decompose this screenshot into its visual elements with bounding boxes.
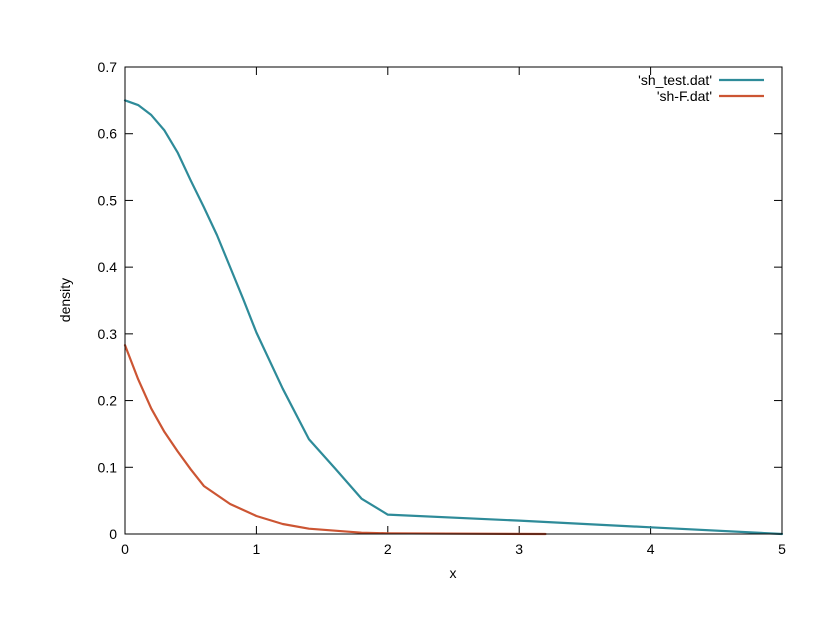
x-tick-label: 3 (515, 541, 523, 557)
x-tick-label: 0 (121, 541, 129, 557)
y-tick-label: 0.2 (98, 393, 118, 409)
x-tick-label: 2 (384, 541, 392, 557)
x-tick-label: 5 (778, 541, 786, 557)
y-tick-label: 0.6 (98, 126, 118, 142)
y-tick-label: 0.4 (98, 259, 118, 275)
y-tick-label: 0.5 (98, 192, 118, 208)
labels-layer: 0 1 2 3 4 5 0 0.1 0.2 0.3 0.4 0.5 0.6 0.7 (98, 59, 787, 557)
x-axis-title: x (450, 565, 457, 581)
legend: 'sh_test.dat''sh-F.dat' (638, 72, 764, 104)
y-tick-label: 0 (109, 526, 117, 542)
legend-label-0: 'sh_test.dat' (638, 72, 712, 88)
y-tick-label: 0.3 (98, 326, 118, 342)
series-layer (123, 99, 784, 536)
x-tick-label: 1 (253, 541, 261, 557)
y-tick-label: 0.7 (98, 59, 118, 75)
series-line-1 (123, 344, 547, 536)
x-tick-label: 4 (647, 541, 655, 557)
legend-label-1: 'sh-F.dat' (657, 88, 712, 104)
series-line-0 (123, 99, 784, 536)
y-axis-title: density (57, 278, 73, 322)
y-tick-label: 0.1 (98, 459, 118, 475)
plot-frame (124, 66, 783, 535)
